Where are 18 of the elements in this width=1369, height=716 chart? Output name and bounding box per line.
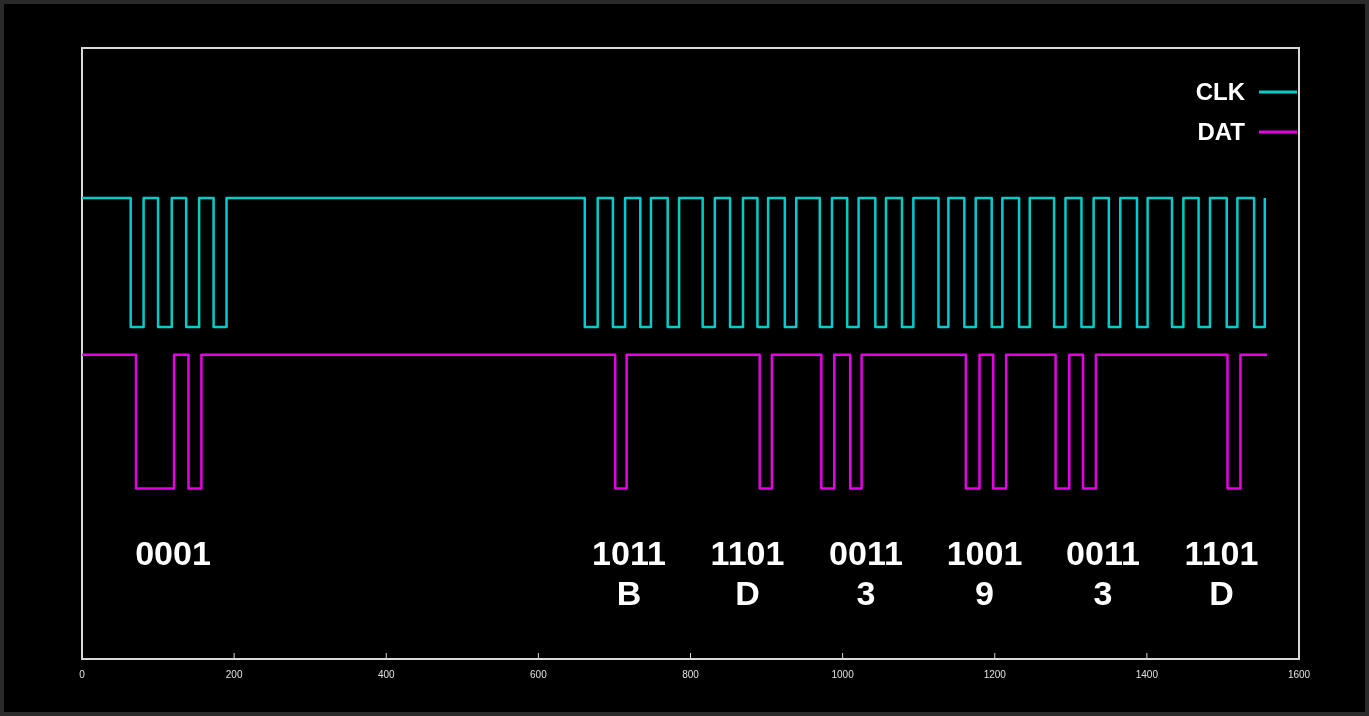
- x-tick-label: 0: [79, 669, 86, 680]
- x-tick-label: 1000: [831, 669, 855, 680]
- annotation: 1101 D: [710, 534, 785, 612]
- annotation: 1101 D: [1184, 534, 1259, 612]
- annotation: 1011 B: [592, 534, 666, 612]
- annotation: 0001: [135, 534, 211, 572]
- x-tick-label: 1200: [983, 669, 1007, 680]
- legend-label: DAT: [1197, 118, 1246, 145]
- x-tick-label: 800: [682, 669, 700, 680]
- x-tick-label: 600: [530, 669, 548, 680]
- x-tick-label: 1400: [1135, 669, 1159, 680]
- annotation: 1001 9: [946, 534, 1023, 612]
- annotation: 0011 3: [1066, 534, 1140, 612]
- x-tick-label: 1600: [1287, 669, 1311, 680]
- x-tick-label: 400: [377, 669, 396, 680]
- x-tick-label: 200: [225, 669, 243, 680]
- legend-label: CLK: [1195, 78, 1246, 105]
- annotation: 0011 3: [829, 534, 903, 612]
